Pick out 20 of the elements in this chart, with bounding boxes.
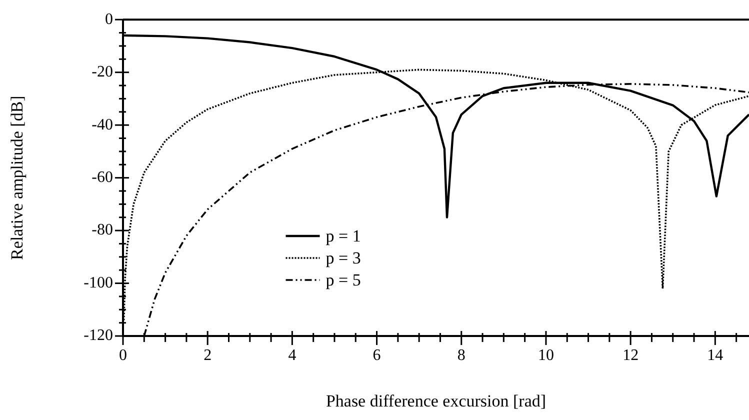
x-tick-label: 10 (538, 346, 554, 364)
x-tick-label: 14 (707, 346, 724, 364)
legend-label: p = 1 (326, 226, 361, 246)
x-tick-label: 2 (204, 346, 212, 364)
legend-label: p = 3 (326, 248, 361, 268)
x-tick-label: 4 (288, 346, 296, 364)
y-tick-label: -40 (92, 116, 113, 134)
x-tick-label: 0 (119, 346, 127, 364)
x-tick-label: 8 (457, 346, 466, 364)
y-tick-label: -60 (92, 169, 113, 186)
y-axis-title: Relative amplitude [dB] (8, 96, 27, 260)
legend-label: p = 5 (326, 270, 361, 290)
y-tick-label: -20 (92, 64, 113, 81)
y-tick-label: -120 (84, 327, 113, 344)
y-tick-label: -80 (92, 222, 113, 239)
y-tick-label: -100 (84, 274, 113, 292)
x-axis-title: Phase difference excursion [rad] (326, 391, 546, 410)
x-tick-label: 12 (622, 346, 639, 364)
x-tick-label: 6 (372, 346, 381, 364)
y-tick-label: 0 (105, 10, 113, 28)
